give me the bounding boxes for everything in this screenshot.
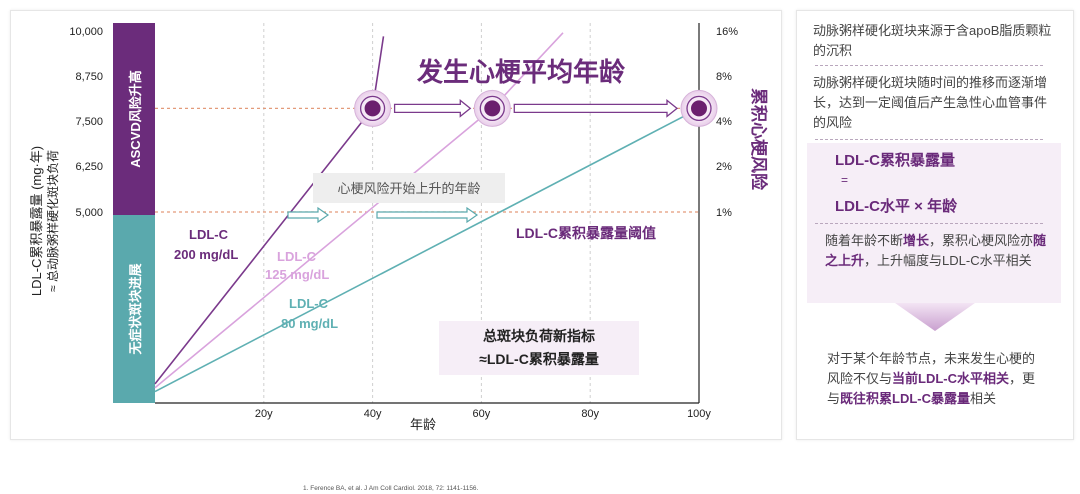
band-lower: [113, 215, 155, 403]
band-upper-label: ASCVD风险升高: [128, 70, 143, 168]
annotation-start: 心梗风险开始上升的年龄: [337, 181, 480, 196]
side-text-4e: 相关: [970, 391, 997, 406]
mi-arrow-0: [393, 99, 472, 118]
threshold-label: LDL-C累积暴露量阈值: [516, 225, 656, 241]
side-text-3b: 增长: [903, 233, 930, 248]
y-axis-title: LDL-C累积暴露量 (mg·年): [29, 146, 44, 296]
y-tick-right-2: 4%: [716, 116, 732, 128]
side-text-3e: ，上升幅度与LDL-C水平相关: [864, 253, 1032, 268]
annotation-box-line2: ≈LDL-C累积暴露量: [479, 351, 599, 367]
side-text-4d: 既往积累LDL-C暴露量: [840, 391, 971, 406]
divider-2: [815, 139, 1043, 140]
mi-ring-1: [479, 95, 505, 122]
footnote: 1. Ference BA, et al. J Am Coll Cardiol.…: [303, 485, 479, 492]
band-lower-label: 无症状斑块进展: [128, 263, 143, 356]
y-tick-right-1: 8%: [716, 71, 732, 83]
threshold-arrow-1: [287, 206, 330, 224]
x-tick-40y: 40y: [364, 408, 382, 420]
side-text-3: 随着年龄不断增长，累积心梗风险亦随之上升，上升幅度与LDL-C水平相关: [825, 231, 1047, 271]
series-label-125-line1: LDL-C: [277, 249, 317, 264]
y-axis-subtitle: ≈ 总动脉粥样硬化斑块负荷: [45, 150, 60, 292]
chart-title: 发生心梗平均年龄: [416, 57, 626, 87]
y-tick-left-3: 6,250: [75, 161, 103, 173]
threshold-arrow-2: [376, 206, 479, 224]
mi-arrow-1: [513, 99, 679, 118]
mi-point-2: [691, 100, 707, 117]
side-text-4: 对于某个年龄节点，未来发生心梗的风险不仅与当前LDL-C水平相关，更与既往积累L…: [827, 349, 1041, 409]
side-text-3c: ，累积心梗风险亦: [929, 233, 1034, 248]
formula-box: LDL-C累积暴露量 = LDL-C水平 × 年龄 随着年龄不断增长，累积心梗风…: [807, 143, 1061, 303]
down-chevron-icon: [895, 303, 975, 331]
y-tick-left-0: 10,000: [69, 26, 103, 38]
y-ticks-left: 10,000 8,750 7,500 6,250 5,000: [69, 26, 103, 219]
side-text-1: 动脉粥样硬化斑块来源于含apoB脂质颗粒的沉积: [813, 23, 1052, 58]
chart-panel: ASCVD风险升高 无症状斑块进展 10,000 8,750 7,500 6,250 5…: [10, 10, 782, 440]
annotation-box: [439, 321, 639, 375]
side-text-4b: 当前LDL-C水平相关: [892, 371, 1010, 386]
x-axis-title: 年龄: [410, 417, 436, 432]
y-tick-left-2: 7,500: [75, 116, 103, 128]
x-tick-20y: 20y: [255, 408, 273, 420]
side-text-3a: 随着年龄不断: [825, 233, 904, 248]
x-tick-60y: 60y: [473, 408, 491, 420]
series-label-200-line2: 200 mg/dL: [174, 247, 238, 262]
band-upper: [113, 23, 155, 215]
side-panel: 动脉粥样硬化斑块来源于含apoB脂质颗粒的沉积 动脉粥样硬化斑块随时间的推移而逐…: [796, 10, 1074, 440]
right-axis-title: 累积心梗风险: [749, 88, 769, 191]
mi-ring-2: [686, 95, 712, 122]
series-label-80-line2: 80 mg/dL: [281, 316, 338, 331]
formula-line-1: LDL-C累积暴露量: [835, 152, 955, 169]
y-tick-left-1: 8,750: [75, 71, 103, 83]
divider-3: [815, 223, 1043, 224]
y-tick-right-4: 1%: [716, 207, 732, 219]
x-tick-100y: 100y: [687, 408, 711, 420]
mi-ring-0: [359, 95, 386, 122]
annotation-start-box: [313, 173, 505, 203]
side-text-4c: ，更与: [827, 371, 1036, 406]
series-label-80-line1: LDL-C: [289, 296, 329, 311]
y-ticks-right: 16% 8% 4% 2% 1%: [716, 26, 738, 219]
mi-markers: [354, 89, 718, 127]
y-tick-right-3: 2%: [716, 161, 732, 173]
annotation-box-line1: 总斑块负荷新指标: [483, 328, 595, 344]
formula-line-2: LDL-C水平 × 年龄: [835, 198, 958, 215]
divider-1: [815, 65, 1043, 66]
formula-equals: =: [841, 173, 849, 187]
x-ticks: 20y 40y 60y 80y 100y: [255, 408, 711, 420]
y-tick-left-4: 5,000: [75, 207, 103, 219]
threshold-arrows: [287, 206, 479, 224]
side-text-2: 动脉粥样硬化斑块随时间的推移而逐渐增长，达到一定阈值后产生急性心血管事件的风险: [813, 75, 1048, 130]
mi-point-0: [364, 100, 381, 117]
side-text-3d: 随之上升: [825, 233, 1047, 268]
series-line-2: [154, 107, 700, 393]
series-label-125-line2: 125 mg/dL: [265, 267, 329, 282]
side-text-4a: 对于某个年龄节点，未来发生心梗的风险不仅与: [827, 351, 1036, 386]
y-tick-right-0: 16%: [716, 26, 738, 38]
ldl-exposure-chart: ASCVD风险升高 无症状斑块进展 10,000 8,750 7,500 6,250 5…: [29, 23, 769, 432]
series-label-200-line1: LDL-C: [189, 227, 229, 242]
mi-point-1: [484, 100, 501, 117]
x-tick-80y: 80y: [581, 408, 599, 420]
